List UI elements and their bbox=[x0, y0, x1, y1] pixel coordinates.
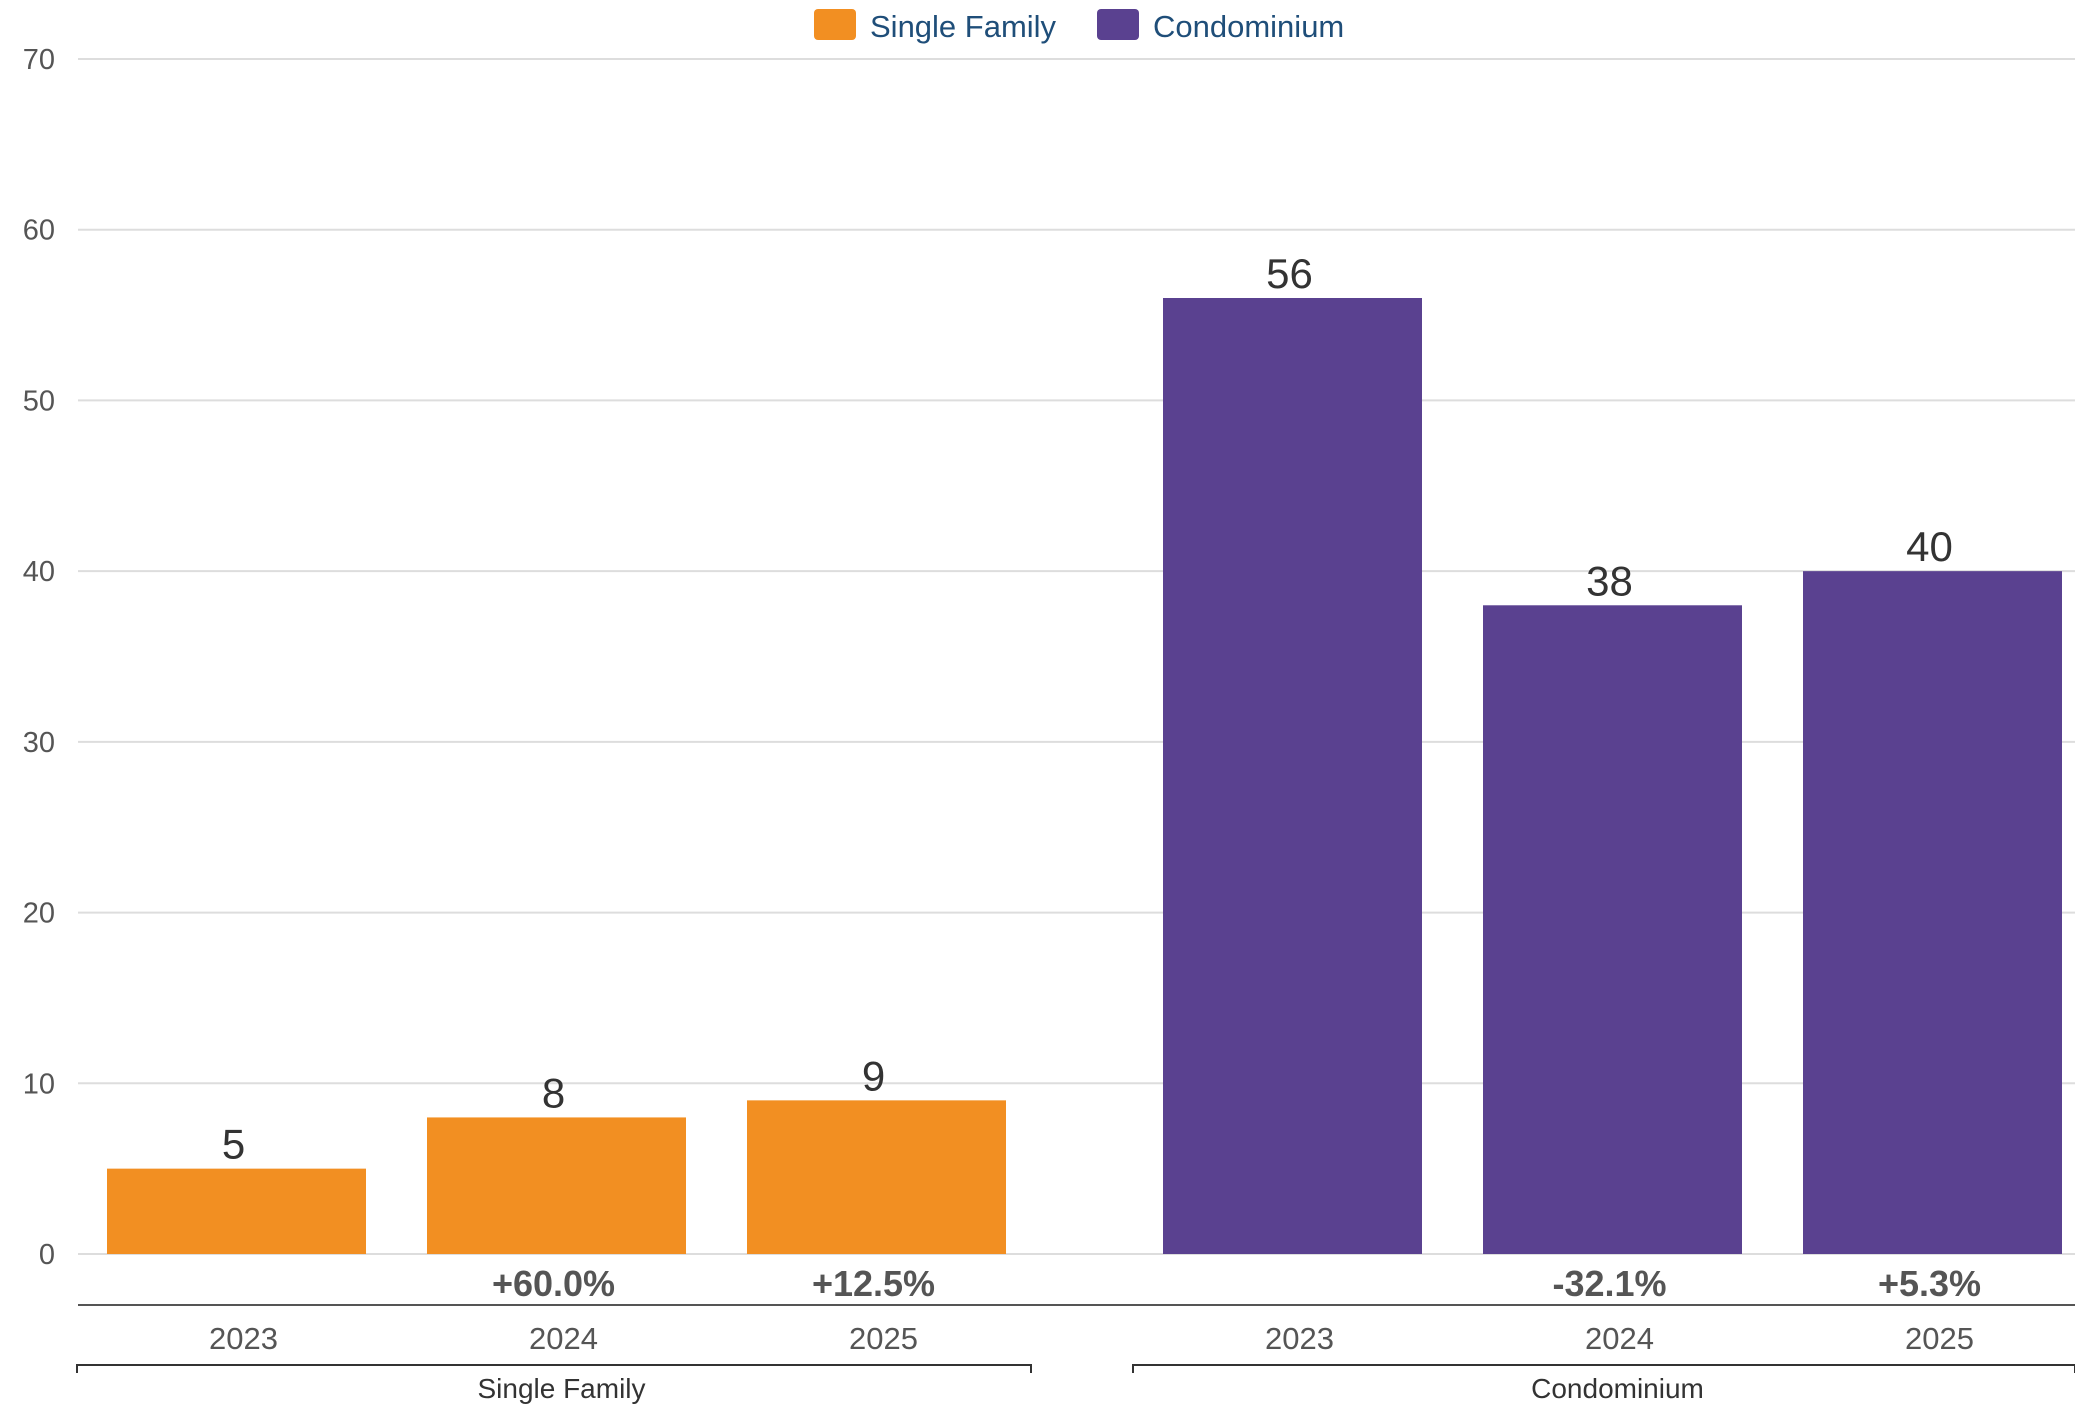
y-tick-label-40: 40 bbox=[23, 556, 55, 588]
value-label-0-0: 5 bbox=[222, 1121, 245, 1168]
bar-0-0 bbox=[107, 1168, 366, 1254]
value-label-1-2: 40 bbox=[1906, 523, 1953, 570]
y-tick-label-50: 50 bbox=[23, 385, 55, 417]
x-tick-label-0-2: 2025 bbox=[849, 1321, 918, 1356]
bar-0-1 bbox=[427, 1117, 686, 1254]
value-label-0-1: 8 bbox=[542, 1069, 565, 1116]
legend-swatch-1 bbox=[1097, 9, 1139, 40]
group-label-0: Single Family bbox=[477, 1373, 645, 1404]
change-label-1-2: +5.3% bbox=[1878, 1263, 1981, 1304]
legend-label-1: Condominium bbox=[1153, 9, 1344, 44]
y-tick-label-20: 20 bbox=[23, 898, 55, 930]
grid-lines bbox=[78, 58, 2075, 1255]
y-tick-label-30: 30 bbox=[23, 727, 55, 759]
bar-1-0 bbox=[1163, 298, 1422, 1254]
y-tick-label-0: 0 bbox=[39, 1239, 55, 1271]
y-tick-label-10: 10 bbox=[23, 1068, 55, 1100]
y-tick-label-60: 60 bbox=[23, 215, 55, 247]
x-tick-label-1-1: 2024 bbox=[1585, 1321, 1654, 1356]
y-axis: 0 10 20 30 40 50 60 70 bbox=[23, 44, 55, 1271]
x-tick-label-0-1: 2024 bbox=[529, 1321, 598, 1356]
group-bracket-1 bbox=[1132, 1364, 2075, 1373]
change-label-0-1: +60.0% bbox=[492, 1263, 615, 1304]
y-tick-label-70: 70 bbox=[23, 44, 55, 76]
bar-1-1 bbox=[1483, 605, 1742, 1254]
x-tick-label-1-2: 2025 bbox=[1905, 1321, 1974, 1356]
legend-label-0: Single Family bbox=[870, 9, 1057, 44]
x-axis: 2023 2024 2025 Single Family 2023 2024 2025 Con… bbox=[76, 1304, 2075, 1404]
x-tick-label-0-0: 2023 bbox=[209, 1321, 278, 1356]
value-label-1-0: 56 bbox=[1266, 250, 1313, 297]
group-label-1: Condominium bbox=[1531, 1373, 1704, 1404]
legend: Single Family Condominium bbox=[814, 9, 1344, 44]
bars: 5 8 +60.0% 9 +12.5% 56 38 -32.1% 40 +5.3% bbox=[107, 250, 2062, 1304]
value-label-0-2: 9 bbox=[862, 1052, 885, 1099]
group-bracket-0 bbox=[76, 1364, 1032, 1373]
bar-1-2 bbox=[1803, 571, 2062, 1254]
value-label-1-1: 38 bbox=[1586, 557, 1633, 604]
change-label-1-1: -32.1% bbox=[1552, 1263, 1666, 1304]
legend-swatch-0 bbox=[814, 9, 856, 40]
bar-0-2 bbox=[747, 1100, 1006, 1254]
change-label-0-2: +12.5% bbox=[812, 1263, 935, 1304]
x-tick-label-1-0: 2023 bbox=[1265, 1321, 1334, 1356]
